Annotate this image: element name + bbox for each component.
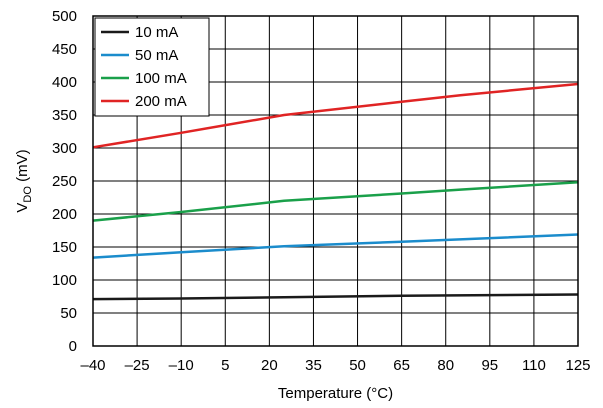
y-axis-label-main: V [14, 203, 31, 213]
x-tick-label: –40 [80, 357, 105, 374]
legend-label: 200 mA [135, 93, 187, 110]
x-axis-label: Temperature (°C) [278, 385, 393, 402]
y-axis-label: VDO (mV) [14, 149, 34, 212]
x-tick-label: 110 [522, 357, 546, 374]
y-tick-label: 400 [52, 74, 77, 91]
plot-frame [92, 15, 579, 347]
x-tick-label: 35 [305, 357, 322, 374]
y-tick-label: 450 [52, 41, 77, 58]
legend-box [94, 17, 210, 117]
x-tick-label: 20 [261, 357, 278, 374]
y-axis-label-sub: DO [22, 186, 34, 203]
series-line-50-ma [92, 233, 579, 259]
y-tick-labels: 0 50 100 150 200 250 300 350 400 450 500 [52, 8, 77, 355]
y-tick-label: 50 [60, 305, 77, 322]
x-tick-label: 65 [393, 357, 410, 374]
series-lines [92, 82, 579, 301]
x-tick-label: –25 [125, 357, 150, 374]
x-tick-label: 125 [565, 357, 590, 374]
y-tick-label: 100 [52, 272, 77, 289]
x-tick-label: 5 [221, 357, 229, 374]
legend-label: 50 mA [135, 47, 178, 64]
y-tick-label: 200 [52, 206, 77, 223]
y-tick-label: 300 [52, 140, 77, 157]
x-tick-label: 50 [349, 357, 366, 374]
legend-label: 10 mA [135, 24, 178, 41]
legend: 10 mA 50 mA 100 mA 200 mA [94, 17, 210, 117]
y-tick-label: 150 [52, 239, 77, 256]
x-tick-labels: –40 –25 –10 5 20 35 50 65 80 95 110 125 [80, 357, 590, 374]
x-tick-label: 95 [481, 357, 498, 374]
series-line-10-ma [92, 293, 579, 301]
y-axis-label-unit: (mV) [14, 149, 31, 186]
legend-label: 100 mA [135, 70, 187, 87]
x-tick-label: –10 [169, 357, 194, 374]
y-tick-label: 500 [52, 8, 77, 25]
series-line-100-ma [92, 181, 579, 222]
y-tick-label: 350 [52, 107, 77, 124]
x-tick-label: 80 [437, 357, 454, 374]
y-tick-label: 0 [69, 338, 77, 355]
y-tick-label: 250 [52, 173, 77, 190]
series-line-200-ma [92, 82, 579, 149]
